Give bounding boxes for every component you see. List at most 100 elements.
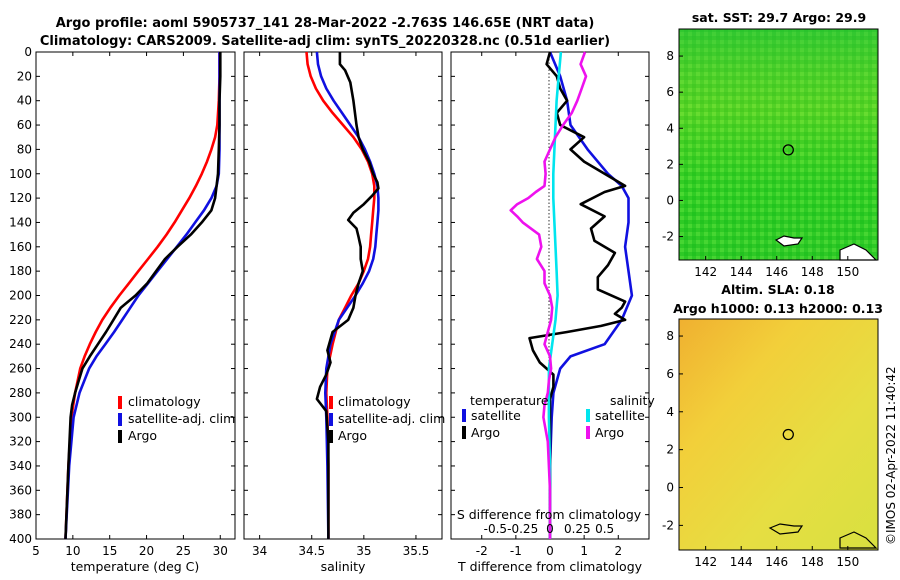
legend-sal-satellite-label: satellite bbox=[595, 408, 645, 423]
legend-temperature-header: temperature bbox=[470, 393, 549, 408]
difference-legend: temperature satellite Argo salinity sate… bbox=[462, 393, 655, 440]
map-x-tick-label: 150 bbox=[836, 265, 859, 279]
salinity-legend: climatology satellite-adj. clim Argo bbox=[329, 394, 445, 443]
sst-argo-location-marker bbox=[782, 144, 794, 156]
temperature-panel: 0 20 40 60 80 100 120 140 160 180 200 220 240 260 280 3… bbox=[9, 45, 236, 574]
sst-map-title: sat. SST: 29.7 Argo: 29.9 bbox=[692, 10, 866, 25]
map-x-tick-label: 142 bbox=[694, 555, 717, 569]
legend-climatology-label: climatology bbox=[128, 394, 201, 409]
y-tick-label: 100 bbox=[9, 167, 32, 181]
legend-sal-argo-swatch bbox=[586, 426, 590, 439]
x-tick-label: 34.5 bbox=[298, 544, 325, 558]
series-line-argo bbox=[315, 52, 380, 539]
y-tick-label: 380 bbox=[9, 508, 32, 522]
map-y-tick-label: 8 bbox=[666, 329, 674, 343]
series-line-salinity-argo bbox=[509, 51, 588, 539]
y-tick-label: 280 bbox=[9, 386, 32, 400]
series-line-argo bbox=[64, 52, 222, 540]
map-x-tick-label: 146 bbox=[765, 555, 788, 569]
y-tick-label: 340 bbox=[9, 459, 32, 473]
x-tick-label: -1 bbox=[510, 544, 522, 558]
s-diff-tick-label: 0.25 bbox=[564, 522, 591, 536]
legend-temp-satellite-swatch bbox=[462, 409, 466, 422]
map-x-tick-label: 146 bbox=[765, 265, 788, 279]
sla-map-frame bbox=[678, 318, 879, 551]
sst-island-outline bbox=[774, 235, 804, 247]
difference-panel: -2 -1 0 1 2 T difference from climatology S … bbox=[450, 51, 655, 574]
map-x-tick-label: 148 bbox=[801, 555, 824, 569]
y-tick-label: 400 bbox=[9, 532, 32, 546]
legend-temp-argo-swatch bbox=[462, 426, 466, 439]
y-tick-label: 160 bbox=[9, 240, 32, 254]
legend-temp-satellite-label: satellite bbox=[471, 408, 521, 423]
series-line-climatology bbox=[305, 51, 376, 539]
map-x-tick-label: 144 bbox=[730, 265, 753, 279]
x-tick-label: 10 bbox=[65, 544, 80, 558]
map-y-tick-label: 4 bbox=[666, 405, 674, 419]
x-tick-label: 5 bbox=[32, 544, 40, 558]
map-y-tick-label: 4 bbox=[666, 121, 674, 135]
y-tick-label: 320 bbox=[9, 435, 32, 449]
s-diff-tick-label: 0.5 bbox=[595, 522, 614, 536]
s-diff-tick-label: -0.25 bbox=[507, 522, 538, 536]
x-tick-label: 25 bbox=[176, 544, 191, 558]
map-y-tick-label: -2 bbox=[662, 518, 674, 532]
x-tick-label: 35.5 bbox=[403, 544, 430, 558]
s-diff-tick-label: 0 bbox=[546, 522, 554, 536]
map-x-tick-label: 148 bbox=[801, 265, 824, 279]
map-y-tick-label: 6 bbox=[666, 367, 674, 381]
map-y-tick-label: 0 bbox=[666, 193, 674, 207]
sla-map-title-line1: Altim. SLA: 0.18 bbox=[721, 282, 834, 297]
map-y-tick-label: 6 bbox=[666, 85, 674, 99]
sst-island-outline bbox=[839, 243, 878, 261]
legend-satellite-label: satellite-adj. clim bbox=[128, 411, 235, 426]
x-tick-label: 35 bbox=[356, 544, 371, 558]
x-tick-label: 0 bbox=[546, 544, 554, 558]
y-tick-label: 20 bbox=[17, 69, 32, 83]
figure-title-line2: Climatology: CARS2009. Satellite-adj cli… bbox=[40, 34, 610, 49]
temperature-legend: climatology satellite-adj. clim Argo bbox=[118, 394, 235, 443]
sla-island-outline bbox=[768, 523, 804, 535]
sst-map-panel: sat. SST: 29.7 Argo: 29.9 bbox=[662, 10, 879, 279]
y-tick-label: 180 bbox=[9, 264, 32, 278]
y-tick-label: 60 bbox=[17, 118, 32, 132]
y-tick-label: 240 bbox=[9, 337, 32, 351]
x-tick-label: 2 bbox=[614, 544, 622, 558]
watermark: ©IMOS 02-Apr-2022 11:40:42 bbox=[884, 366, 898, 545]
legend-sal-satellite-swatch bbox=[586, 409, 590, 422]
legend-sal-argo-label: Argo bbox=[595, 425, 624, 440]
sst-map-shading bbox=[679, 29, 878, 260]
x-tick-label: -2 bbox=[476, 544, 488, 558]
x-tick-label: 1 bbox=[580, 544, 588, 558]
sla-argo-location-marker bbox=[782, 428, 794, 441]
salinity-panel: 34 34.5 35 35.5 salinity climatology satell… bbox=[243, 51, 445, 574]
map-y-tick-label: 0 bbox=[666, 481, 674, 495]
s-diff-tick-label: -0.5 bbox=[484, 522, 507, 536]
temperature-xlabel: temperature (deg C) bbox=[71, 559, 200, 574]
difference-xlabel: T difference from climatology bbox=[457, 559, 643, 574]
series-line-temperature-argo bbox=[528, 51, 627, 539]
x-tick-label: 30 bbox=[213, 544, 228, 558]
sla-map-panel: Altim. SLA: 0.18 Argo h1000: 0.13 h2000:… bbox=[662, 282, 883, 569]
map-x-tick-label: 150 bbox=[836, 555, 859, 569]
sla-map-title-line2: Argo h1000: 0.13 h2000: 0.13 bbox=[673, 301, 883, 316]
x-tick-label: 20 bbox=[139, 544, 154, 558]
y-tick-label: 220 bbox=[9, 313, 32, 327]
y-tick-label: 0 bbox=[24, 45, 32, 59]
legend-argo-label: Argo bbox=[128, 428, 157, 443]
y-tick-label: 300 bbox=[9, 410, 32, 424]
legend-climatology-swatch bbox=[329, 396, 333, 409]
y-tick-label: 200 bbox=[9, 289, 32, 303]
y-tick-label: 140 bbox=[9, 215, 32, 229]
map-x-tick-label: 142 bbox=[694, 265, 717, 279]
legend-climatology-swatch bbox=[118, 396, 122, 409]
map-y-tick-label: 2 bbox=[666, 157, 674, 171]
figure-title-line1: Argo profile: aoml 5905737_141 28-Mar-20… bbox=[56, 16, 595, 31]
legend-satellite-swatch bbox=[118, 413, 122, 426]
legend-argo-swatch bbox=[118, 430, 122, 443]
legend-argo-label: Argo bbox=[338, 428, 367, 443]
map-y-tick-label: 2 bbox=[666, 443, 674, 457]
map-y-tick-label: 8 bbox=[666, 49, 674, 63]
y-tick-label: 260 bbox=[9, 362, 32, 376]
legend-satellite-label: satellite-adj. clim bbox=[338, 411, 445, 426]
